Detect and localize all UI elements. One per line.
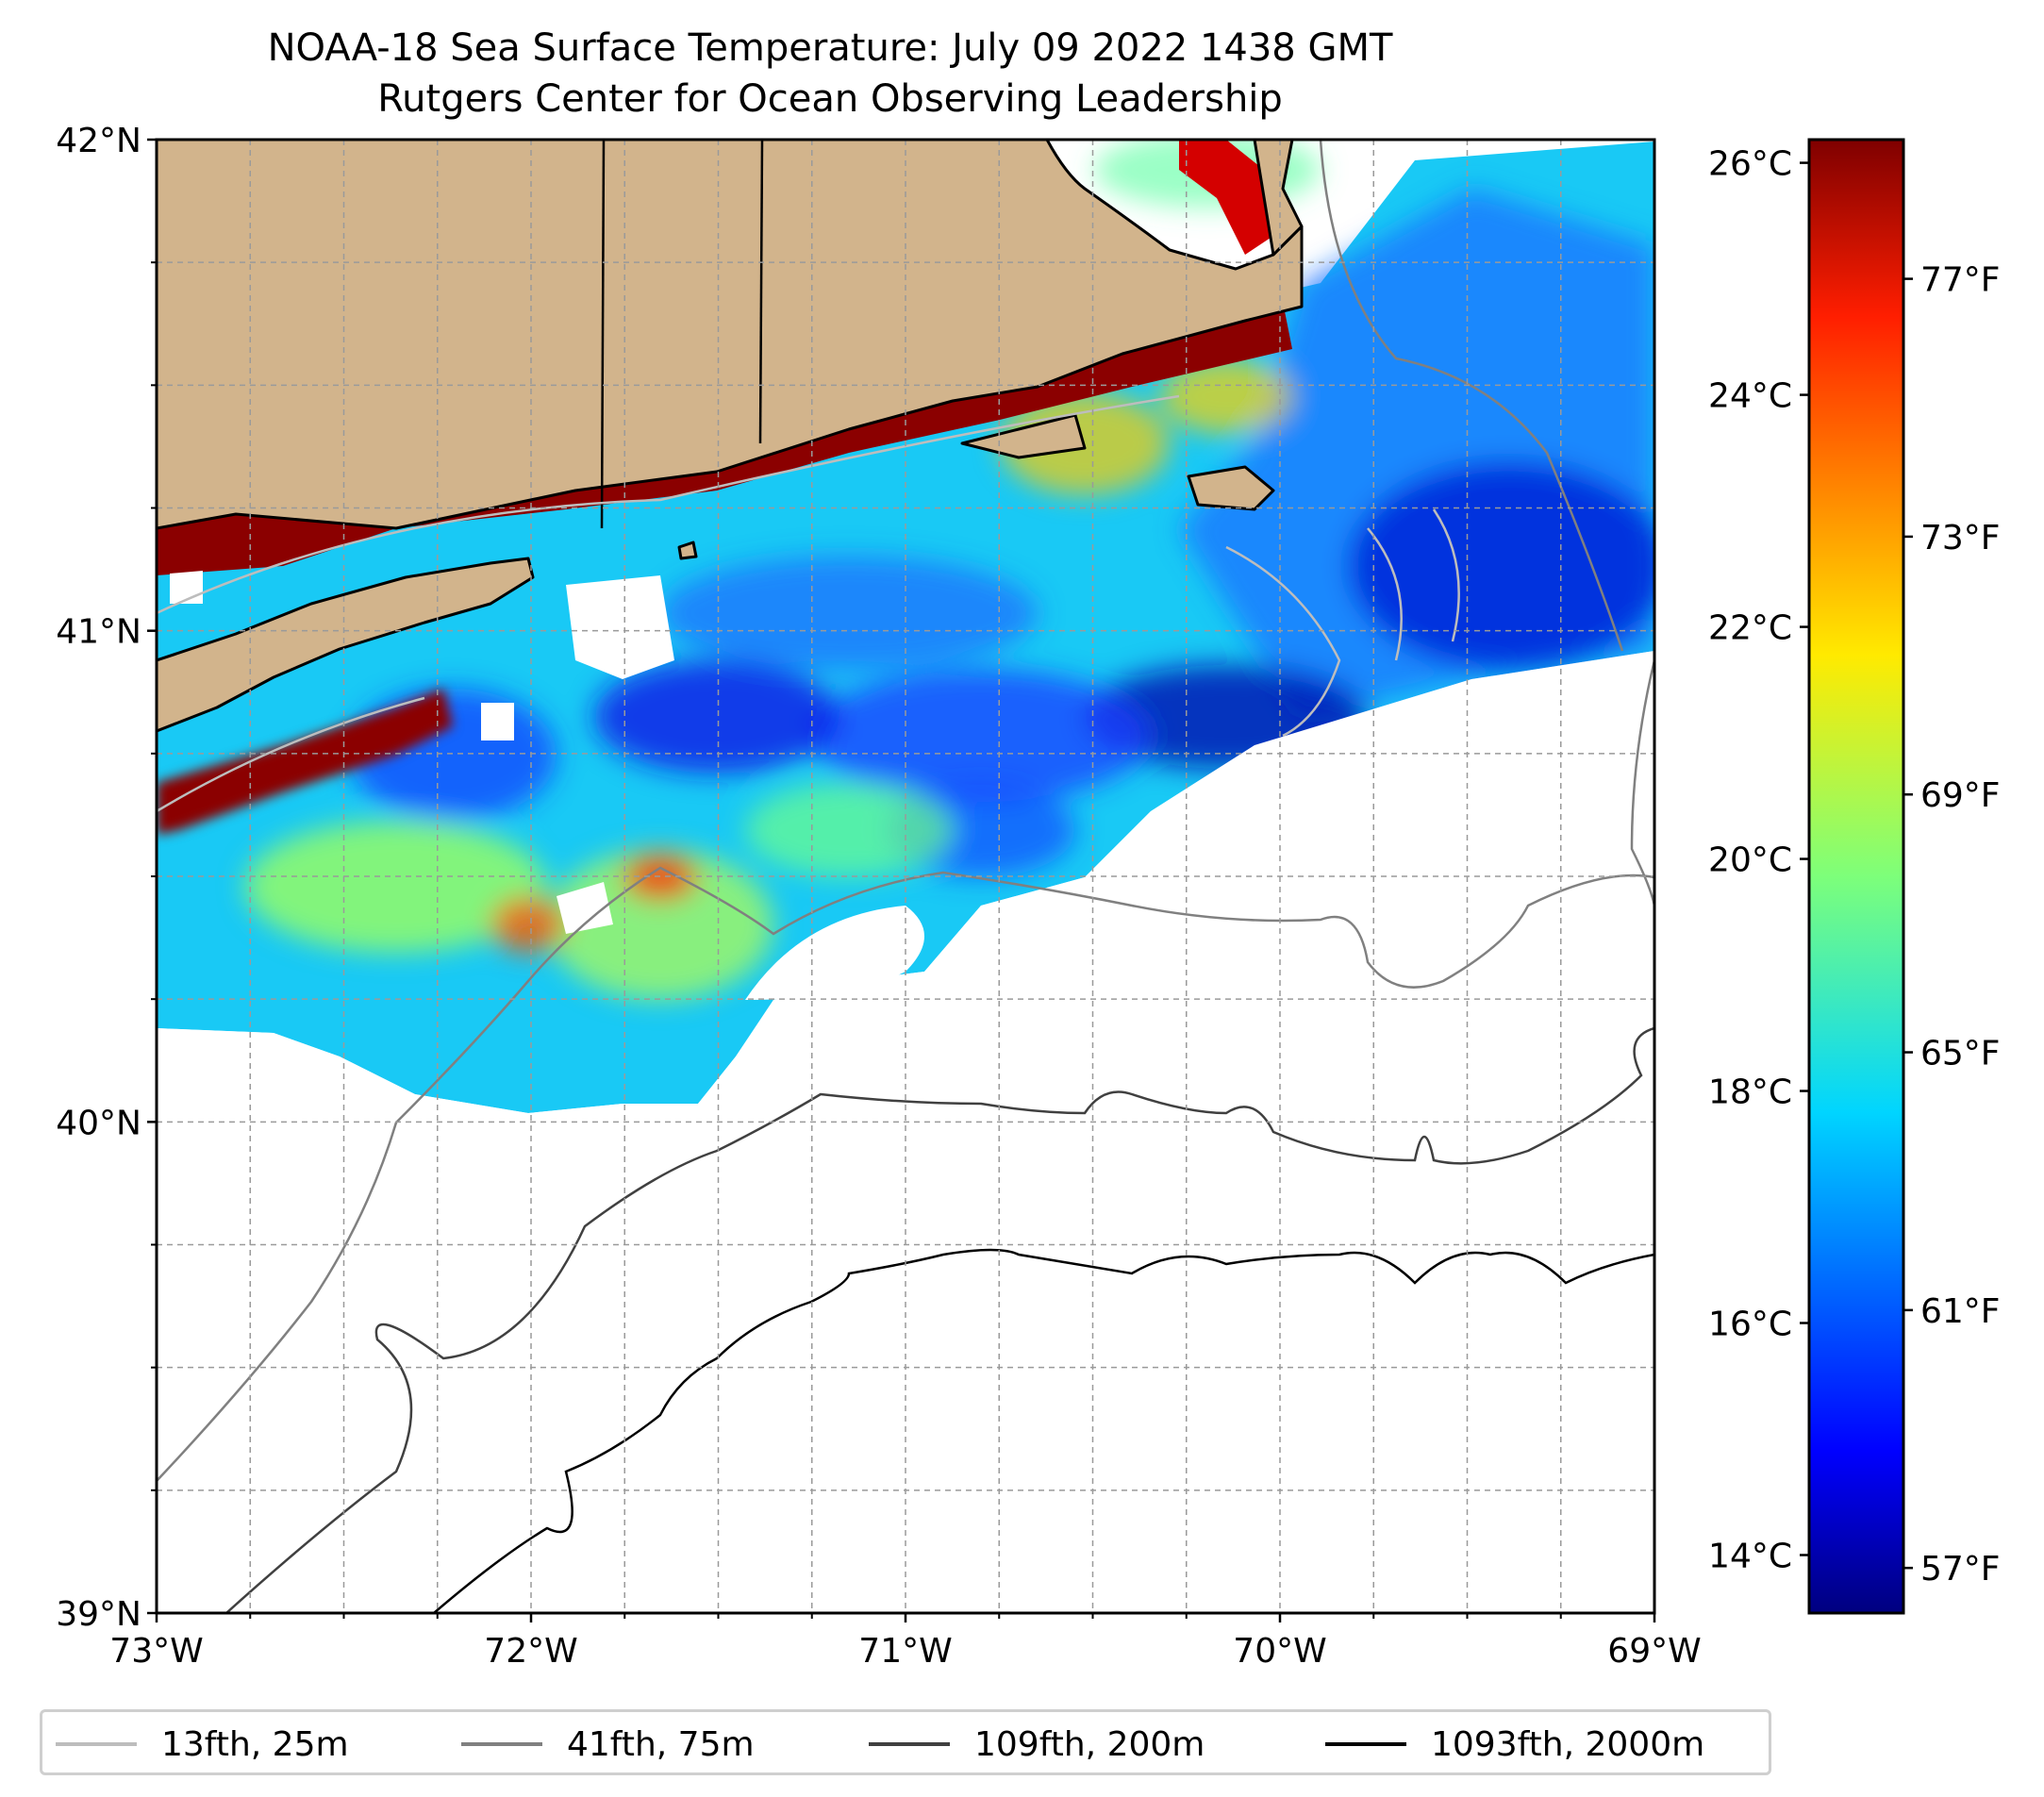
isobath-25m xyxy=(157,394,1460,813)
isobath-2000m xyxy=(433,1248,1654,1613)
celsius-tick-label: 14°C xyxy=(1708,1538,1792,1576)
chart-subtitle: Rutgers Center for Ocean Observing Leade… xyxy=(377,77,1283,121)
legend-item: 41fth, 75m xyxy=(461,1723,755,1765)
legend-item: 1093fth, 2000m xyxy=(1325,1723,1704,1765)
colorbar xyxy=(1807,138,1905,1615)
isobath-75m xyxy=(157,140,1654,1482)
isobath-200m xyxy=(225,1026,1654,1613)
legend-swatch xyxy=(869,1742,950,1746)
celsius-tick-label: 24°C xyxy=(1708,377,1792,416)
legend-item: 13fth, 25m xyxy=(56,1723,349,1765)
lon-tick-label: 72°W xyxy=(484,1632,577,1671)
colorbar-celsius-axis: 26°C 24°C 22°C 20°C 18°C 16°C 14°C xyxy=(1708,145,1809,1576)
lat-tick-label: 41°N xyxy=(56,613,141,652)
land xyxy=(157,140,1304,733)
fahrenheit-tick-label: 73°F xyxy=(1920,519,2001,557)
legend-swatch xyxy=(56,1742,137,1746)
celsius-tick-label: 16°C xyxy=(1708,1306,1792,1344)
celsius-tick-label: 26°C xyxy=(1708,145,1792,184)
fahrenheit-tick-label: 57°F xyxy=(1920,1550,2001,1589)
lon-tick-label: 70°W xyxy=(1233,1632,1326,1671)
legend-label: 1093fth, 2000m xyxy=(1431,1724,1705,1764)
lon-axis: 73°W 72°W 71°W 70°W 69°W xyxy=(109,1613,1702,1671)
legend-swatch xyxy=(461,1742,542,1746)
lat-axis: 42°N 41°N 40°N 39°N xyxy=(56,122,157,1634)
celsius-tick-label: 18°C xyxy=(1708,1073,1792,1112)
celsius-tick-label: 22°C xyxy=(1708,609,1792,648)
fahrenheit-tick-label: 69°F xyxy=(1920,776,2001,815)
lon-tick-label: 73°W xyxy=(109,1632,203,1671)
colorbar-fahrenheit-axis: 77°F 73°F 69°F 65°F 61°F 57°F xyxy=(1903,261,2001,1589)
legend-label: 41fth, 75m xyxy=(567,1724,755,1764)
lat-tick-label: 39°N xyxy=(56,1595,141,1634)
celsius-tick-label: 20°C xyxy=(1708,841,1792,880)
fahrenheit-tick-label: 65°F xyxy=(1920,1035,2001,1073)
legend-label: 13fth, 25m xyxy=(161,1724,349,1764)
legend-item: 109fth, 200m xyxy=(869,1723,1205,1765)
gridlines xyxy=(157,140,1654,1613)
legend-label: 109fth, 200m xyxy=(974,1724,1205,1764)
lat-tick-label: 42°N xyxy=(56,122,141,160)
fahrenheit-tick-label: 77°F xyxy=(1920,261,2001,300)
lat-tick-label: 40°N xyxy=(56,1104,141,1142)
legend: 13fth, 25m 41fth, 75m 109fth, 200m 1093f… xyxy=(40,1709,1771,1775)
lon-tick-label: 69°W xyxy=(1607,1632,1701,1671)
chart-title: NOAA-18 Sea Surface Temperature: July 09… xyxy=(267,26,1393,70)
lon-tick-label: 71°W xyxy=(858,1632,952,1671)
fahrenheit-tick-label: 61°F xyxy=(1920,1292,2001,1331)
legend-swatch xyxy=(1325,1742,1406,1746)
